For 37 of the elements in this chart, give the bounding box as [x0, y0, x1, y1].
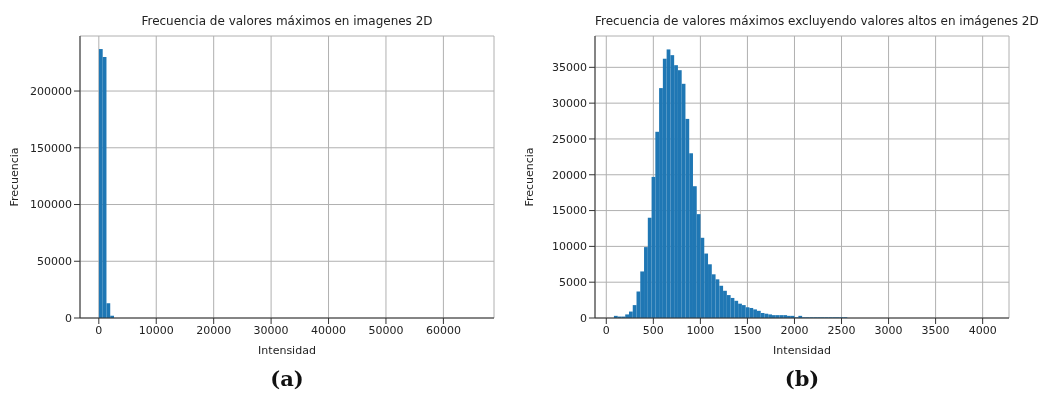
x-tick-label: 3000: [874, 323, 903, 337]
x-tick-label: 20000: [196, 323, 232, 337]
y-tick-label: 30000: [552, 97, 587, 111]
y-tick-label: 100000: [30, 198, 72, 212]
y-tick-label: 5000: [559, 276, 587, 290]
x-tick-label: 1000: [686, 323, 715, 337]
x-tick-label: 0: [95, 323, 103, 337]
x-tick-label: 3500: [921, 323, 950, 337]
y-tick-label: 10000: [552, 240, 587, 254]
chart-title: Frecuencia de valores máximos en imagenes 2D: [140, 14, 434, 28]
x-tick-label: 2500: [827, 323, 856, 337]
x-axis-title: Intensidad: [258, 344, 316, 357]
y-tick-label: 0: [580, 311, 587, 325]
y-tick-label: 20000: [552, 168, 587, 182]
y-axis-title: Frecuencia: [7, 147, 21, 207]
text: (b): [783, 366, 821, 391]
x-tick-label: 2000: [780, 323, 809, 337]
y-tick-label: 35000: [552, 61, 587, 75]
y-tick-label: 200000: [30, 84, 72, 98]
y-tick-label: 0: [65, 311, 72, 325]
text: (a): [269, 366, 305, 391]
y-axis-title: Frecuencia: [522, 147, 536, 207]
x-tick-label: 4000: [968, 323, 997, 337]
x-tick-label: 50000: [368, 323, 404, 337]
x-axis-title: Intensidad: [773, 344, 831, 357]
x-tick-label: 40000: [311, 323, 347, 337]
y-tick-label: 15000: [552, 204, 587, 218]
x-tick-label: 30000: [253, 323, 289, 337]
x-tick-label: 500: [642, 323, 664, 337]
y-tick-label: 150000: [30, 141, 72, 155]
chart-title: Frecuencia de valores máximos excluyendo valores altos en imágenes 2D: [595, 14, 1038, 28]
x-tick-label: 10000: [138, 323, 174, 337]
x-tick-label: 1500: [733, 323, 762, 337]
y-tick-label: 25000: [552, 132, 587, 146]
y-tick-label: 50000: [37, 255, 72, 269]
x-tick-label: 60000: [425, 323, 461, 337]
x-tick-label: 0: [602, 323, 610, 337]
